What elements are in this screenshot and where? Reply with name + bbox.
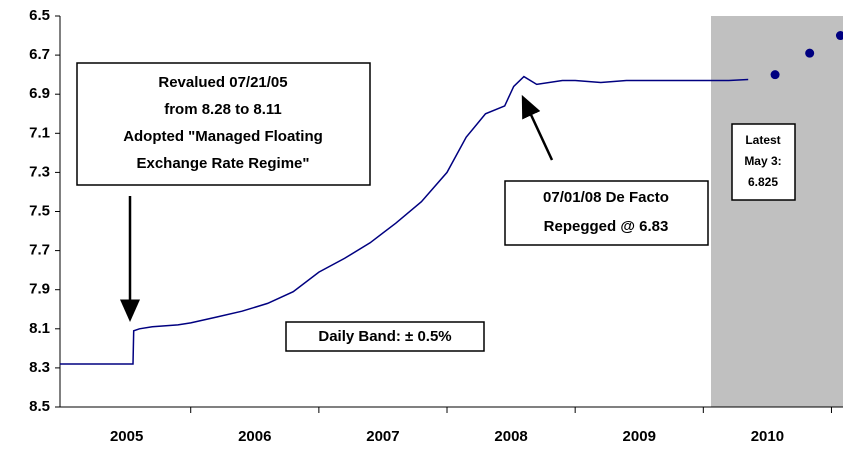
annotation: Daily Band: ± 0.5% — [285, 321, 485, 352]
annotation-text: Daily Band: ± 0.5% — [318, 328, 451, 345]
annotation-text: May 3: — [744, 154, 781, 168]
annotation-box — [504, 180, 709, 246]
data-point — [770, 70, 780, 80]
y-tick-label: 7.7 — [29, 242, 50, 259]
annotation-text: 6.825 — [748, 175, 778, 189]
annotation-text: Adopted "Managed Floating — [123, 128, 323, 145]
annotation-box — [76, 62, 371, 186]
annotation-text: from 8.28 to 8.11 — [164, 101, 282, 118]
annotation-text: Revalued 07/21/05 — [158, 74, 287, 91]
y-tick-label: 6.9 — [29, 85, 50, 102]
y-tick-label: 8.1 — [29, 320, 50, 337]
annotation: Revalued 07/21/05 from 8.28 to 8.11 Adopte… — [76, 62, 371, 186]
annotation: Latest May 3: 6.825 — [731, 123, 796, 201]
x-tick-label: 2005 — [110, 428, 143, 445]
x-tick-label: 2010 — [751, 428, 784, 445]
shaded-region — [711, 16, 843, 407]
annotation-box — [731, 123, 796, 201]
y-tick-label: 7.1 — [29, 124, 50, 141]
y-tick-label: 6.5 — [29, 7, 50, 24]
x-tick-label: 2009 — [623, 428, 656, 445]
y-tick-label: 6.7 — [29, 46, 50, 63]
y-tick-label: 8.5 — [29, 398, 50, 415]
arrow — [521, 94, 554, 161]
y-tick-label: 7.9 — [29, 281, 50, 298]
annotation-text: Latest — [745, 133, 780, 147]
annotation: 07/01/08 De Facto Repegged @ 6.83 — [504, 180, 709, 246]
y-tick-label: 8.3 — [29, 359, 50, 376]
annotation-box — [285, 321, 485, 352]
x-tick-label: 2007 — [366, 428, 399, 445]
y-tick-label: 7.5 — [29, 202, 50, 219]
annotation-text: 07/01/08 De Facto — [543, 189, 669, 206]
data-line — [60, 75, 749, 365]
y-tick-label: 7.3 — [29, 163, 50, 180]
annotation-text: Exchange Rate Regime" — [136, 155, 309, 172]
data-point — [805, 48, 815, 58]
x-tick-label: 2008 — [494, 428, 527, 445]
x-tick-label: 2006 — [238, 428, 271, 445]
annotation-text: Repegged @ 6.83 — [544, 218, 669, 235]
data-point — [835, 31, 843, 41]
